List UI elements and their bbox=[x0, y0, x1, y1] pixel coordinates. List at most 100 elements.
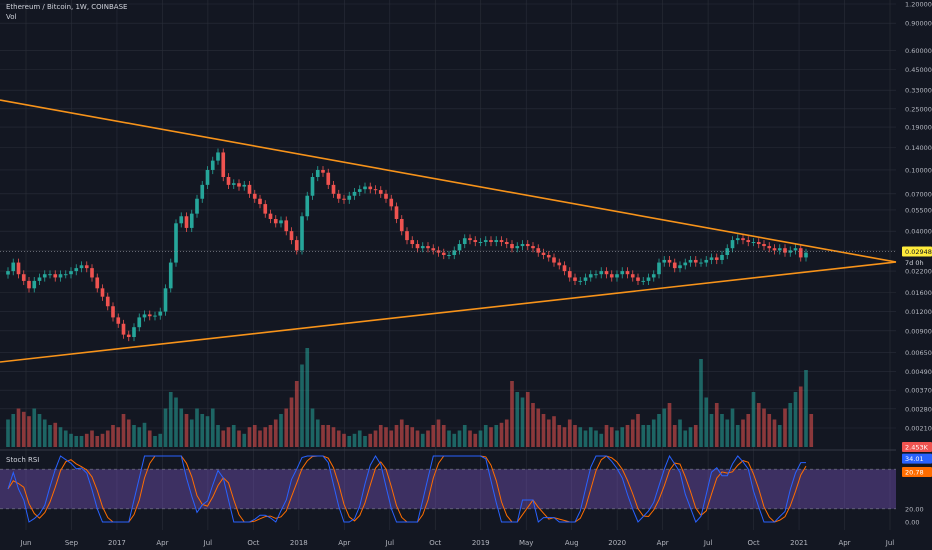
volume-bar bbox=[305, 348, 310, 447]
candle-body bbox=[252, 193, 257, 199]
candle-body bbox=[79, 265, 84, 269]
volume-bar bbox=[630, 419, 635, 447]
volume-bar bbox=[27, 416, 31, 447]
volume-bar bbox=[704, 397, 709, 447]
candle-body bbox=[326, 172, 331, 185]
candle-body bbox=[132, 327, 136, 338]
volume-bar bbox=[525, 392, 530, 447]
candle-body bbox=[788, 250, 793, 253]
price-tick-label: 0.60000 bbox=[905, 47, 932, 55]
volume-bar bbox=[90, 430, 94, 447]
volume-bar bbox=[294, 381, 299, 447]
volume-bar bbox=[11, 414, 16, 447]
volume-bar bbox=[384, 427, 388, 447]
candle-body bbox=[205, 169, 210, 185]
volume-bar bbox=[714, 403, 719, 447]
price-tick-label: 0.90000 bbox=[905, 20, 932, 28]
candle-body bbox=[226, 177, 231, 185]
volume-bar bbox=[147, 430, 152, 447]
candle-body bbox=[562, 265, 567, 272]
time-tick-label: Apr bbox=[338, 539, 350, 547]
volume-bar bbox=[499, 422, 504, 447]
candle-body bbox=[231, 183, 236, 185]
volume-bar bbox=[536, 408, 541, 447]
time-tick-label: 2018 bbox=[290, 539, 308, 547]
volume-bar bbox=[478, 430, 483, 447]
volume-bar bbox=[205, 416, 210, 447]
candle-body bbox=[683, 262, 688, 266]
volume-bar bbox=[184, 414, 189, 447]
volume-bar bbox=[210, 408, 215, 447]
candle-body bbox=[121, 323, 126, 335]
volume-bar bbox=[578, 427, 583, 447]
volume-bar bbox=[735, 425, 740, 447]
stoch-rsi-lines bbox=[7, 454, 807, 523]
candle-body bbox=[735, 238, 740, 241]
candle-body bbox=[158, 311, 163, 316]
candle-body bbox=[420, 246, 425, 249]
candle-body bbox=[630, 274, 635, 278]
candle-body bbox=[798, 248, 803, 258]
candle-body bbox=[21, 274, 26, 281]
candle-body bbox=[751, 242, 756, 244]
candle-body bbox=[210, 160, 215, 170]
time-tick-label: 2017 bbox=[108, 539, 126, 547]
candle-body bbox=[599, 271, 604, 275]
volume-bar bbox=[352, 433, 357, 447]
volume-bar bbox=[321, 425, 325, 447]
candle-body bbox=[483, 240, 488, 243]
stoch-rsi-band-fill bbox=[0, 469, 896, 509]
time-axis[interactable]: Jun Sep 2017 Apr Jul Oct 2018 Apr Jul Oct 2019 May A… bbox=[20, 539, 895, 547]
candle-body bbox=[447, 254, 451, 256]
time-tick-label: 2020 bbox=[608, 539, 626, 547]
candle-body bbox=[90, 268, 94, 278]
volume-bar bbox=[226, 427, 231, 447]
volume-bar bbox=[347, 436, 352, 447]
candle-body bbox=[531, 246, 535, 249]
volume-bar bbox=[510, 381, 514, 447]
candle-body bbox=[410, 240, 415, 245]
volume-bar bbox=[315, 419, 320, 447]
volume-bar bbox=[431, 425, 436, 447]
volume-bar bbox=[195, 408, 199, 447]
candle-body bbox=[321, 169, 325, 173]
time-tick-label: Jun bbox=[20, 539, 32, 547]
volume-bar bbox=[651, 419, 656, 447]
candle-body bbox=[594, 274, 598, 276]
candle-body bbox=[221, 152, 226, 178]
candle-body bbox=[263, 204, 268, 214]
candle-body bbox=[378, 190, 383, 194]
candle-body bbox=[63, 274, 68, 276]
candle-body bbox=[32, 280, 37, 289]
candle-body bbox=[515, 246, 520, 249]
volume-bar bbox=[683, 430, 688, 447]
volume-bar bbox=[415, 430, 420, 447]
candle-body bbox=[273, 218, 278, 224]
volume-bar bbox=[58, 427, 63, 447]
candle-body bbox=[184, 216, 189, 228]
candle-body bbox=[520, 244, 525, 247]
candle-body bbox=[714, 257, 719, 260]
volume-bar bbox=[74, 436, 79, 447]
candle-body bbox=[195, 198, 199, 214]
time-tick-label: 2019 bbox=[472, 539, 490, 547]
volume-bar bbox=[16, 408, 21, 447]
price-tick-label: 0.10000 bbox=[905, 166, 932, 174]
time-tick-label: Sep bbox=[65, 539, 79, 547]
volume-bar bbox=[531, 403, 535, 447]
volume-bar bbox=[158, 433, 163, 447]
volume-bar bbox=[373, 430, 378, 447]
time-tick-label: Jul bbox=[203, 539, 213, 547]
volume-bar bbox=[6, 419, 10, 447]
candle-body bbox=[762, 244, 766, 247]
volume-bar bbox=[504, 419, 509, 447]
volume-bar bbox=[116, 427, 121, 447]
volume-bar bbox=[546, 419, 551, 447]
time-tick-label: May bbox=[519, 539, 533, 547]
candle-body bbox=[615, 274, 619, 278]
candle-body bbox=[546, 254, 551, 258]
symbol-title[interactable]: Ethereum / Bitcoin, 1W, COINBASE bbox=[6, 3, 127, 11]
volume-bar bbox=[42, 419, 47, 447]
price-tick-label: 0.25000 bbox=[905, 105, 932, 113]
